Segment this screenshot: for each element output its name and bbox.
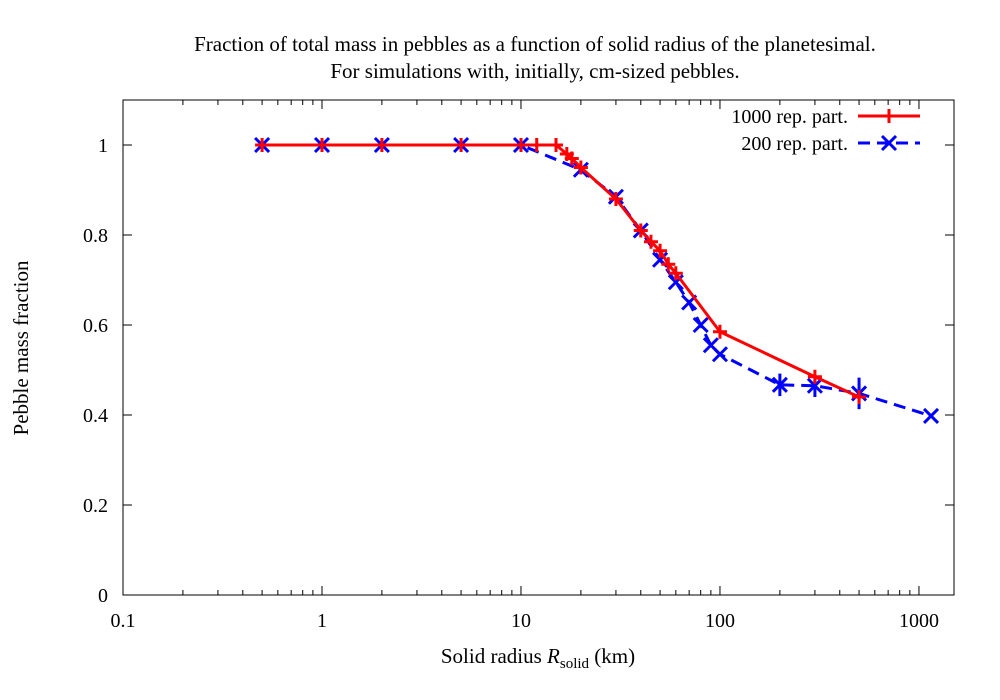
legend-label: 1000 rep. part. <box>731 106 848 128</box>
y-tick-label: 0.4 <box>83 405 108 427</box>
y-axis-label: Pebble mass fraction <box>9 260 33 435</box>
x-axis-ticks: 0.1 1 10 100 1000 <box>111 100 939 632</box>
plus-marker <box>712 324 727 339</box>
y-tick-label: 1 <box>98 135 108 157</box>
plus-marker <box>314 138 329 152</box>
cross-marker <box>922 407 940 424</box>
legend-label: 200 rep. part. <box>741 133 848 155</box>
plus-marker <box>807 369 822 384</box>
y-tick-label: 0.2 <box>83 495 108 517</box>
x-axis-label-unit: (km) <box>589 644 635 668</box>
plus-marker <box>529 138 544 152</box>
plus-marker <box>882 109 896 123</box>
cross-marker <box>806 377 823 394</box>
plus-marker <box>852 390 867 404</box>
y-axis-ticks: 0 0.2 0.4 0.6 0.8 1 <box>83 135 954 607</box>
cross-marker <box>692 316 709 334</box>
plus-marker <box>661 257 676 272</box>
plus-marker <box>549 138 564 152</box>
cross-marker <box>880 134 898 152</box>
x-tick-label: 1000 <box>899 610 939 632</box>
plus-marker <box>668 266 683 281</box>
x-axis-label-subscript: solid <box>560 656 590 672</box>
y-tick-label: 0 <box>98 585 108 607</box>
x-axis-label-main: Solid radius <box>441 644 547 668</box>
plus-marker <box>564 151 579 166</box>
plus-marker <box>608 192 623 206</box>
cross-marker <box>771 376 788 393</box>
x-tick-label: 10 <box>511 610 531 632</box>
cross-marker <box>711 346 729 363</box>
x-axis-label-symbol: R <box>546 644 560 668</box>
y-tick-label: 0.6 <box>83 315 108 337</box>
chart-subtitle: For simulations with, initially, cm-size… <box>330 59 739 83</box>
legend: 1000 rep. part. 200 rep. part. <box>731 106 920 155</box>
plus-marker <box>573 160 588 175</box>
x-axis-label: Solid radius Rsolid (km) <box>441 644 635 672</box>
plus-marker <box>454 138 469 152</box>
plot-frame <box>122 99 955 596</box>
series-line <box>262 143 860 399</box>
plus-marker <box>633 223 648 238</box>
x-tick-label: 1 <box>317 610 327 632</box>
chart-title: Fraction of total mass in pebbles as a f… <box>194 32 876 56</box>
plus-marker <box>653 243 668 258</box>
series-0 <box>255 138 867 404</box>
x-tick-label: 100 <box>705 610 735 632</box>
plus-marker <box>374 138 389 152</box>
plus-marker <box>255 138 270 152</box>
plus-marker <box>643 234 658 249</box>
y-tick-label: 0.8 <box>83 225 108 247</box>
x-tick-label: 0.1 <box>111 610 136 632</box>
series-line <box>262 143 932 418</box>
series-layer <box>254 136 940 424</box>
plus-marker <box>513 138 528 152</box>
